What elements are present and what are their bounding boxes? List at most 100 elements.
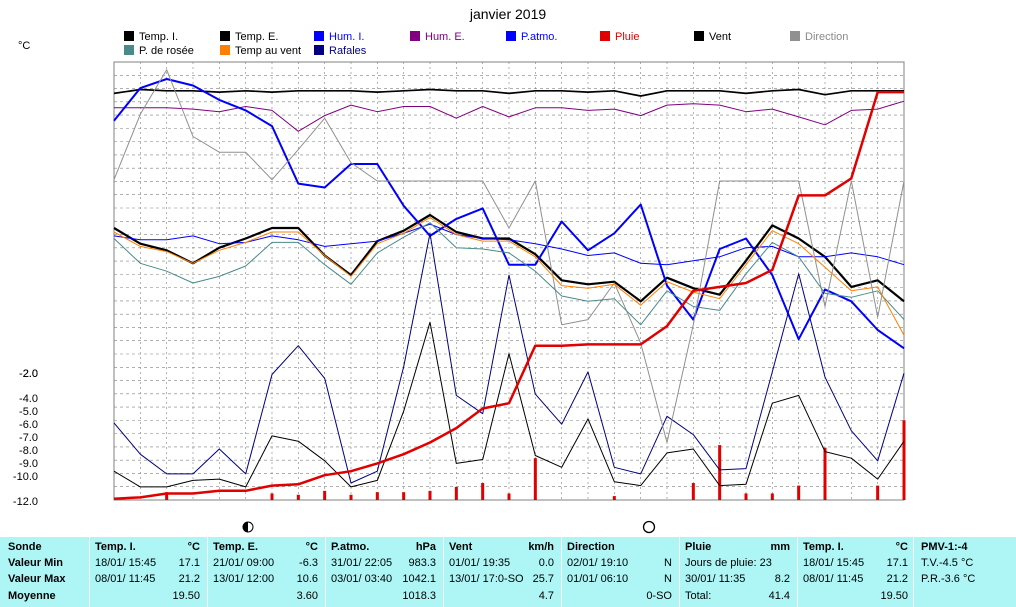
y-tick-label: -12.0: [13, 496, 38, 508]
stat-max-val: 10.6: [296, 573, 318, 585]
stat-min-val: 17.1: [178, 557, 200, 569]
series-line-vent: [113, 321, 905, 488]
series-line-rafales: [113, 232, 905, 484]
legend-swatch: [694, 31, 704, 41]
rain-bar: [612, 496, 616, 500]
stat-min-val: N: [664, 557, 672, 569]
pmv-pr: P.R.-3.6 °C: [921, 573, 976, 585]
rain-bar: [481, 483, 485, 500]
row-label-average: Moyenne: [8, 590, 56, 602]
row-label-max: Valeur Max: [8, 573, 66, 585]
column-separator: [797, 537, 798, 607]
y-tick-label: -7.0: [19, 432, 38, 444]
stat-max-date: 01/01/ 06:10: [567, 573, 629, 585]
legend-item-temp-au-vent: Temp au vent: [220, 45, 301, 57]
stat-min-val: 17.1: [886, 557, 908, 569]
column-separator: [443, 537, 444, 607]
legend-swatch: [220, 45, 230, 55]
row-labels-column: Sonde Valeur Min Valeur Max Moyenne: [0, 537, 86, 607]
legend-item-pluie: Pluie: [600, 31, 639, 43]
legend-label: Rafales: [329, 45, 367, 57]
stat-name: Temp. I.: [803, 541, 844, 553]
stat-column-temp-i-: Temp. I. °C 18/01/ 15:45 17.1 08/01/ 11:45 21…: [797, 537, 916, 607]
rain-bar: [533, 458, 537, 500]
stat-unit: °C: [187, 541, 200, 553]
pmv-column: PMV-1:-4 T.V.-4.5 °C P.R.-3.6 °C: [913, 537, 1016, 607]
legend-label: Direction: [805, 31, 849, 43]
stat-avg: 1018.3: [402, 590, 436, 602]
stat-min-date: 02/01/ 19:10: [567, 557, 629, 569]
statistics-table: Sonde Valeur Min Valeur Max Moyenne Temp…: [0, 537, 1016, 607]
y-tick-label: -2.0: [19, 368, 38, 380]
rain-bar: [323, 490, 327, 500]
rain-bar: [507, 493, 511, 500]
legend-item-rafales: Rafales: [314, 45, 366, 57]
legend-swatch: [124, 31, 134, 41]
y-tick-label: -5.0: [19, 406, 38, 418]
legend-label: Pluie: [615, 31, 640, 43]
rain-bar: [165, 492, 169, 500]
rain-bar: [349, 494, 353, 500]
stat-max-date: 13/01/ 17:0-SO: [449, 573, 524, 585]
stat-max-val: 8.2: [774, 573, 790, 585]
y-tick-label: -8.0: [19, 445, 38, 457]
stat-min-date: 31/01/ 22:05: [331, 557, 393, 569]
stat-min-val: -6.3: [299, 557, 318, 569]
stat-name: Temp. I.: [95, 541, 136, 553]
stat-max-val: 25.7: [532, 573, 554, 585]
row-label-sonde: Sonde: [8, 541, 42, 553]
stat-name: Vent: [449, 541, 473, 553]
stat-unit: hPa: [415, 541, 436, 553]
column-separator: [561, 537, 562, 607]
rain-bar: [770, 493, 774, 500]
stat-min-date: 18/01/ 15:45: [803, 557, 865, 569]
rain-bar: [718, 445, 722, 500]
legend-label: P.atmo.: [521, 31, 558, 43]
column-separator: [325, 537, 326, 607]
moon-full-icon: [642, 520, 656, 534]
series-line-temp-i-: [113, 88, 904, 97]
rain-bar: [428, 490, 432, 500]
stat-avg: 19.50: [172, 590, 200, 602]
stat-column-direction: Direction 02/01/ 19:10 N 01/01/ 06:10 N 0-SO: [561, 537, 680, 607]
stat-min-date: 18/01/ 15:45: [95, 557, 157, 569]
legend-item-hum-e-: Hum. E.: [410, 31, 465, 43]
series-line-temp-au-vent: [113, 217, 905, 336]
legend-item-p-de-ros-e: P. de rosée: [124, 45, 194, 57]
y-tick-label: 2.0: [23, 368, 38, 380]
stat-name: Pluie: [685, 541, 712, 553]
legend-item-temp-i-: Temp. I.: [124, 31, 178, 43]
column-separator: [679, 537, 680, 607]
legend-swatch: [790, 31, 800, 41]
legend-swatch: [314, 45, 324, 55]
series-line-p-de-ros-e: [113, 222, 905, 326]
chart-title: janvier 2019: [469, 6, 547, 22]
series-line-hum-i-: [114, 100, 905, 132]
stat-column-p-atmo-: P.atmo. hPa 31/01/ 22:05 983.3 03/01/ 03:40 1…: [325, 537, 444, 607]
stat-max-date: 30/01/ 11:35: [685, 573, 746, 585]
moon-new-icon-shade: [243, 522, 248, 532]
series-line-pluie: [113, 90, 904, 500]
column-separator: [89, 537, 90, 607]
stat-max-val: 21.2: [886, 573, 908, 585]
y-tick-label: -4.0: [19, 393, 38, 405]
legend-label: Temp. E.: [235, 31, 279, 43]
legend-label: Hum. I.: [329, 31, 365, 43]
legend-swatch: [314, 31, 324, 41]
stat-max-val: 21.2: [178, 573, 200, 585]
legend-item-p-atmo-: P.atmo.: [506, 31, 558, 43]
stat-name: Direction: [567, 541, 615, 553]
rain-bar: [876, 485, 880, 500]
stat-column-temp-i-: Temp. I. °C 18/01/ 15:45 17.1 08/01/ 11:45 21…: [89, 537, 208, 607]
stat-min-val: 983.3: [408, 557, 436, 569]
stat-unit: °C: [895, 541, 908, 553]
rain-bar: [270, 493, 274, 500]
rain-bar: [797, 485, 801, 500]
stat-min-val: 0.0: [538, 557, 554, 569]
series-line-temp-e-: [113, 213, 905, 303]
stat-max-date: 03/01/ 03:40: [331, 573, 393, 585]
stat-avg: 41.4: [768, 590, 790, 602]
rain-bar: [902, 420, 906, 500]
rain-bar: [296, 494, 300, 500]
rain-bar: [375, 492, 379, 500]
